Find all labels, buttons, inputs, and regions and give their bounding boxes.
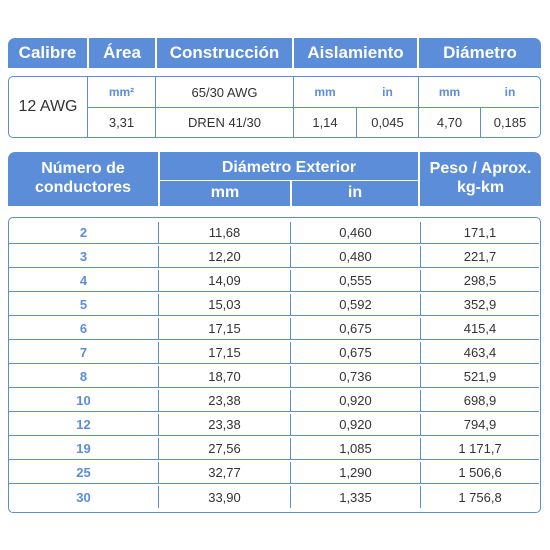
table-row: 10 23,38 0,920 698,9	[9, 390, 539, 412]
cell-mm: 23,38	[159, 390, 291, 411]
cell-mm: 17,15	[159, 342, 291, 363]
diametro-in: 0,185	[493, 115, 527, 130]
area-unit: mm²	[108, 85, 135, 99]
cell-peso: 1 506,6	[458, 465, 502, 480]
cell-mm: 23,38	[159, 414, 291, 435]
cell-conductores: 6	[9, 318, 159, 339]
cell-in: 0,675	[291, 342, 421, 363]
header-conductores: Número de conductores	[8, 152, 158, 206]
cell-in: 0,480	[291, 246, 421, 267]
table-row: 25 32,77 1,290 1 506,6	[9, 462, 539, 484]
cell-in: 0,555	[291, 270, 421, 291]
cell-mm: 33,90	[159, 486, 291, 508]
cell-conductores: 5	[9, 294, 159, 315]
cell-mm: 14,09	[159, 270, 291, 291]
table-row: 3 12,20 0,480 221,7	[9, 246, 539, 268]
cell-in: 1,085	[291, 438, 421, 459]
data-table: 2 11,68 0,460 171,1 3 12,20 0,480 221,7 …	[8, 217, 541, 513]
cell-peso: 1 171,7	[458, 441, 502, 456]
header-aislamiento: Aislamiento	[294, 38, 417, 68]
cell-conductores: 3	[9, 246, 159, 267]
header-peso: Peso / Aprox. kg-km	[420, 152, 541, 206]
construccion-line1: 65/30 AWG	[191, 84, 258, 100]
header-area: Área	[89, 38, 155, 68]
cell-peso: 521,9	[463, 369, 497, 384]
header-diametro-exterior: Diámetro Exterior mm in	[160, 152, 418, 206]
header-construccion: Construcción	[157, 38, 292, 68]
cell-in: 0,920	[291, 414, 421, 435]
cell-in: 0,920	[291, 390, 421, 411]
table-row: 6 17,15 0,675 415,4	[9, 318, 539, 340]
header-diametro: Diámetro	[419, 38, 541, 68]
cell-in: 1,290	[291, 462, 421, 483]
header-peso-line1: Peso / Aprox.	[429, 160, 532, 177]
cell-mm: 32,77	[159, 462, 291, 483]
diametro-mm-label: mm	[438, 85, 461, 99]
header-in: in	[347, 184, 363, 201]
cell-peso: 415,4	[463, 321, 497, 336]
cell-conductores: 25	[9, 462, 159, 483]
cell-peso: 298,5	[463, 273, 497, 288]
calibre-value: 12 AWG	[18, 98, 78, 115]
cell-in: 0,675	[291, 318, 421, 339]
header-conductores-line2: conductores	[34, 179, 131, 196]
cell-peso: 171,1	[463, 225, 497, 240]
cell-peso: 463,4	[463, 345, 497, 360]
table-row: 7 17,15 0,675 463,4	[9, 342, 539, 364]
cell-mm: 15,03	[159, 294, 291, 315]
cell-in: 0,460	[291, 222, 421, 243]
cell-conductores: 19	[9, 438, 159, 459]
diametro-in-label: in	[504, 85, 516, 99]
cell-in: 1,335	[291, 486, 421, 508]
table-row: 19 27,56 1,085 1 171,7	[9, 438, 539, 460]
header-calibre: Calibre	[8, 38, 87, 68]
table-row: 5 15,03 0,592 352,9	[9, 294, 539, 316]
spec-box: 12 AWG mm² 3,31 65/30 AWG DREN 41/30 mm …	[8, 76, 541, 138]
table-row: 2 11,68 0,460 171,1	[9, 222, 539, 244]
header-peso-line2: kg-km	[456, 179, 505, 196]
table-row: 30 33,90 1,335 1 756,8	[9, 486, 539, 508]
cell-conductores: 7	[9, 342, 159, 363]
table-row: 4 14,09 0,555 298,5	[9, 270, 539, 292]
cell-mm: 12,20	[159, 246, 291, 267]
cell-mm: 11,68	[159, 222, 291, 243]
area-value: 3,31	[108, 115, 135, 130]
cell-peso: 794,9	[463, 417, 497, 432]
cell-conductores: 10	[9, 390, 159, 411]
diametro-mm: 4,70	[436, 115, 463, 130]
table-row: 12 23,38 0,920 794,9	[9, 414, 539, 436]
cell-mm: 18,70	[159, 366, 291, 387]
aislamiento-mm-label: mm	[314, 85, 336, 99]
cell-conductores: 2	[9, 222, 159, 243]
header-mm: mm	[210, 184, 240, 201]
header-diametro-exterior-label: Diámetro Exterior	[221, 159, 357, 176]
cell-mm: 27,56	[159, 438, 291, 459]
cell-conductores: 30	[9, 486, 159, 508]
aislamiento-in: 0,045	[371, 115, 404, 130]
cell-peso: 1 756,8	[458, 489, 502, 505]
cell-in: 0,736	[291, 366, 421, 387]
header-conductores-line1: Número de	[41, 160, 125, 177]
aislamiento-in-label: in	[382, 85, 393, 99]
cell-conductores: 4	[9, 270, 159, 291]
construccion-line2: DREN 41/30	[188, 115, 261, 130]
aislamiento-mm: 1,14	[312, 115, 338, 130]
cell-conductores: 12	[9, 414, 159, 435]
cell-mm: 17,15	[159, 318, 291, 339]
cell-peso: 221,7	[463, 249, 497, 264]
cell-conductores: 8	[9, 366, 159, 387]
cell-peso: 352,9	[463, 297, 497, 312]
cell-in: 0,592	[291, 294, 421, 315]
cell-peso: 698,9	[463, 393, 497, 408]
table-row: 8 18,70 0,736 521,9	[9, 366, 539, 388]
